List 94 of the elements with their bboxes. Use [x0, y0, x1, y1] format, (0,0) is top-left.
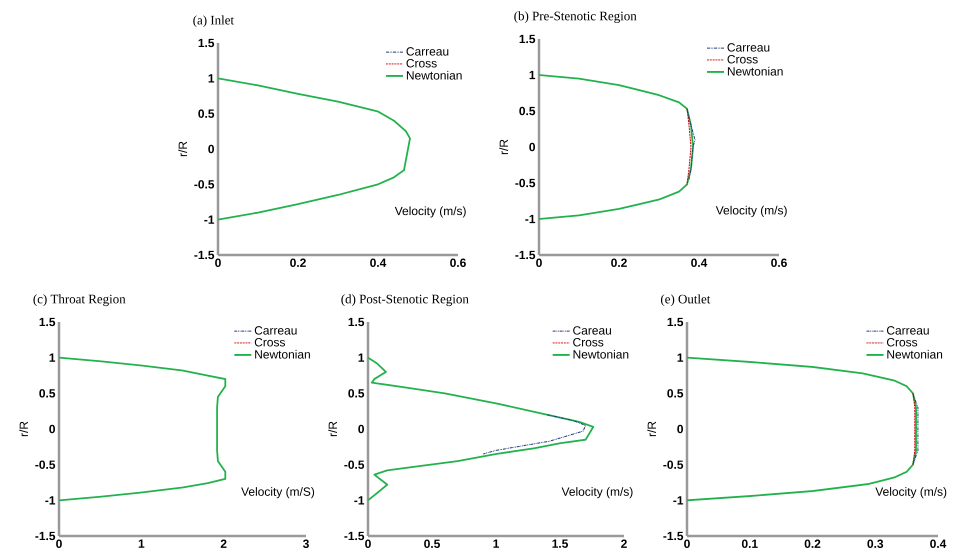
x-tick-label: 0.6	[450, 258, 466, 267]
y-tick-label: -0.5	[194, 180, 214, 189]
x-tick-label: 0	[536, 258, 542, 267]
y-tick-label: 0	[677, 424, 683, 434]
y-tick-label: -0.5	[663, 460, 684, 469]
y-tick-label: -1	[204, 216, 214, 224]
y-axis-title: r/R	[19, 422, 28, 436]
y-tick-label: 0.5	[348, 389, 364, 398]
x-tick-label: 2	[220, 540, 227, 548]
y-tick-label: 1.5	[348, 318, 364, 326]
x-axis-title: Velocity (m/s)	[716, 206, 787, 217]
x-tick-label: 0.4	[370, 258, 386, 267]
x-tick-label: 0	[365, 540, 371, 548]
x-tick-label: 1	[138, 540, 144, 548]
y-tick-label: 0.5	[667, 389, 684, 398]
y-axis-title: r/R	[499, 140, 508, 154]
x-tick-label: 2	[621, 540, 627, 548]
legend-label: Newtonian	[255, 350, 310, 359]
x-tick-label: 1	[493, 540, 499, 548]
y-tick-label: 1	[50, 354, 56, 362]
legend-label: Cross	[406, 59, 437, 68]
x-axis-title: Velocity (m/s)	[394, 206, 466, 218]
y-tick-label: 1.5	[198, 38, 214, 48]
x-tick-label: 0.1	[742, 540, 758, 548]
x-axis-title: Velocity (m/s)	[562, 487, 633, 498]
y-tick-label: -0.5	[35, 460, 56, 469]
line-series	[482, 414, 586, 454]
y-tick-label: -1.5	[344, 532, 364, 540]
y-tick-label: 0	[358, 424, 364, 434]
y-axis-title: r/R	[647, 422, 656, 436]
y-tick-label: 1	[530, 70, 536, 80]
x-tick-label: 0.4	[930, 540, 946, 548]
legend-label: Cross	[254, 338, 285, 346]
chart-title: (b) Pre-Stenotic Region	[514, 11, 637, 24]
legend-label: Carreau	[728, 43, 770, 52]
legend-label: Carreau	[406, 47, 448, 56]
line-series	[538, 74, 694, 220]
y-axis-title: r/R	[328, 422, 338, 436]
legend-label: Carreau	[254, 326, 297, 335]
y-tick-label: -1.5	[663, 532, 684, 540]
y-tick-label: -1	[673, 496, 684, 504]
legend-label: Newtonian	[728, 66, 783, 76]
y-tick-label: -1.5	[194, 250, 214, 260]
y-tick-label: 0	[529, 142, 535, 152]
y-tick-label: 0.5	[519, 106, 536, 116]
x-tick-label: 0.5	[424, 540, 440, 548]
y-tick-label: 1	[678, 354, 684, 362]
y-tick-label: -0.5	[515, 178, 536, 188]
x-tick-label: 0.3	[867, 540, 884, 548]
x-tick-label: 0.2	[611, 258, 627, 267]
y-tick-label: -1	[354, 496, 364, 504]
x-tick-label: 0.2	[804, 540, 820, 548]
y-tick-label: -0.5	[344, 460, 364, 469]
x-tick-label: 0.2	[290, 258, 306, 267]
chart-title: (c) Throat Region	[33, 294, 126, 306]
y-axis-title: r/R	[178, 142, 188, 156]
line-series	[58, 356, 226, 502]
y-tick-label: -1	[525, 214, 536, 224]
line-series	[686, 108, 692, 185]
y-tick-label: 1	[358, 354, 364, 362]
y-tick-label: 0	[49, 424, 55, 434]
x-tick-label: 3	[302, 540, 309, 548]
legend-label: Cross	[573, 338, 604, 346]
chart-title: (a) Inlet	[193, 15, 234, 28]
chart-title: (e) Outlet	[660, 294, 710, 306]
y-tick-label: -1.5	[515, 250, 536, 260]
y-tick-label: 1	[208, 74, 214, 82]
y-tick-label: 1.5	[40, 318, 56, 326]
x-tick-label: 0	[56, 540, 62, 548]
y-tick-label: -1	[45, 496, 56, 504]
legend-label: Cross	[886, 338, 918, 346]
legend-label: Careau	[573, 326, 611, 335]
legend-label: Newtonian	[887, 350, 942, 359]
legend-label: Carreau	[886, 326, 929, 335]
y-tick-label: 1.5	[668, 318, 684, 326]
y-tick-label: -1.5	[35, 532, 56, 540]
chart-title: (d) Post-Stenotic Region	[341, 294, 469, 306]
x-tick-label: 1.5	[552, 540, 568, 548]
x-tick-label: 0.4	[691, 258, 708, 267]
y-tick-label: 0.5	[198, 109, 214, 118]
legend-label: Newtonian	[574, 350, 628, 359]
line-series	[912, 392, 918, 466]
x-axis-title: Velocity (m/s)	[875, 487, 946, 498]
line-series	[686, 108, 696, 180]
x-axis-title: Velocity (m/S)	[241, 487, 314, 498]
y-tick-label: 0	[208, 144, 214, 154]
y-tick-label: 0.5	[39, 389, 56, 398]
legend-label: Cross	[728, 55, 758, 64]
line-series	[912, 392, 916, 466]
x-tick-label: 0	[215, 258, 221, 267]
x-tick-label: 0	[684, 540, 690, 548]
x-tick-label: 0.6	[771, 258, 787, 267]
y-tick-label: 1.5	[520, 34, 536, 44]
legend-label: Newtonian	[406, 70, 462, 80]
